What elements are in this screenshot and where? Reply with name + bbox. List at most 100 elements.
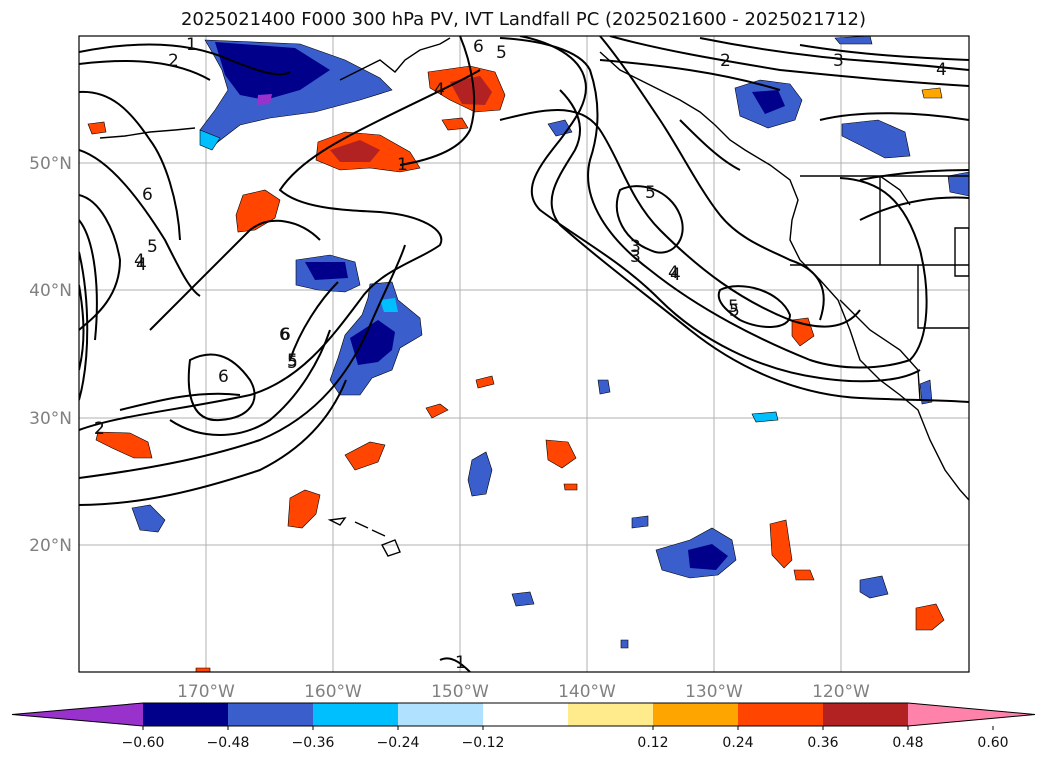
pv-positive-area (195, 667, 211, 672)
pv-positive-area (921, 87, 943, 99)
contour-label: 6 (279, 325, 290, 345)
colorbar-tick-label: 0.48 (892, 735, 923, 751)
lat-label: 40°N (29, 281, 72, 301)
colorbar-segment (398, 703, 483, 726)
contour-label: 2 (168, 51, 179, 71)
pv-negative-area (511, 591, 535, 607)
colorbar-tick-label: 0.24 (722, 735, 753, 751)
colorbar-tick-label: 0.36 (807, 735, 838, 751)
contour-label: 2 (94, 419, 105, 439)
longitude-labels: 170°W 160°W 150°W 140°W 130°W 120°W (177, 682, 870, 702)
colorbar-segment (143, 703, 228, 726)
pv-positive-core (330, 140, 380, 162)
pv-positive-area (769, 519, 793, 569)
pv-negative-area (620, 639, 629, 649)
contour-label: 4 (136, 255, 147, 275)
coastlines (99, 37, 969, 557)
pv-negative-area (834, 36, 873, 45)
colorbar-tick-label: 0.60 (977, 735, 1008, 751)
colorbar-segment (738, 703, 823, 726)
colorbar-segment (823, 703, 908, 726)
pv-negative-core (752, 90, 785, 114)
colorbar-segment (483, 703, 568, 726)
colorbar-tick-label: 0.12 (637, 735, 668, 751)
lon-label: 170°W (177, 682, 235, 702)
pv-positive-area (425, 403, 449, 419)
pv-negative-extreme (257, 94, 272, 105)
pv-negative-area (131, 504, 166, 533)
contour-label: 4 (670, 265, 681, 285)
lat-label: 30°N (29, 409, 72, 429)
pv-negative-area (859, 575, 889, 599)
colorbar-segment (228, 703, 313, 726)
contour-label: 3 (630, 247, 641, 267)
contour-label: 6 (473, 37, 484, 57)
lon-label: 150°W (431, 682, 489, 702)
pv-positive-area (915, 603, 945, 631)
lon-label: 160°W (304, 682, 362, 702)
colorbar-tick-label: −0.12 (462, 735, 505, 751)
contour-label: 4 (668, 263, 679, 283)
pv-positive-area (545, 439, 577, 469)
contour-label: 3 (833, 51, 844, 71)
lon-label: 130°W (685, 682, 743, 702)
pv-positive-area (563, 483, 578, 491)
lat-label: 50°N (29, 154, 72, 174)
colorbar-extend-low (12, 703, 143, 726)
contour-label: 6 (142, 185, 153, 205)
pv-negative-core (350, 320, 395, 365)
contour-label: 5 (287, 353, 298, 373)
map-title: 2025021400 F000 300 hPa PV, IVT Landfall… (180, 9, 867, 30)
lat-label: 20°N (29, 536, 72, 556)
contour-label: 5 (287, 351, 298, 371)
pv-negative-area (919, 379, 933, 405)
pv-positive-core (450, 76, 492, 105)
pv-negative-area (597, 379, 611, 395)
contour-label: 4 (936, 60, 947, 80)
contour-label: 6 (218, 367, 229, 387)
pv-negative-edge (380, 298, 398, 312)
colorbar-extend-high (908, 703, 1035, 726)
contour-labels: 1 2 6 5 4 6 5 4 1 2 3 4 5 6 5 4 2 3 4 5 … (94, 35, 947, 673)
pv-negative-area (631, 515, 649, 529)
pv-negative-area (841, 119, 911, 159)
pv-negative-area (947, 171, 969, 197)
pv-negative-area (751, 411, 779, 423)
lon-label: 120°W (812, 682, 870, 702)
contour-label: 4 (134, 251, 145, 271)
contour-label: 1 (455, 653, 466, 673)
pv-positive-area (95, 431, 153, 459)
colorbar: −0.60 −0.48 −0.36 −0.24 −0.12 0.12 0.24 0.36 0.4… (11, 702, 1036, 751)
colorbar-tick-label: −0.48 (207, 735, 250, 751)
lon-label: 140°W (558, 682, 616, 702)
pv-negative-core (688, 544, 728, 570)
contour-label: 5 (728, 297, 739, 317)
pv-negative-core (305, 262, 348, 280)
colorbar-segment (653, 703, 738, 726)
pv-shading (87, 36, 969, 672)
contour-label: 5 (147, 237, 158, 257)
colorbar-segment (568, 703, 653, 726)
pv-positive-area (344, 441, 386, 471)
contour-label: 1 (186, 35, 197, 55)
contour-label: 5 (729, 301, 740, 321)
latitude-labels: 50°N 40°N 30°N 20°N (29, 154, 72, 556)
pv-negative-core (215, 42, 330, 100)
contour-label: 3 (630, 237, 641, 257)
colorbar-tick-label: −0.60 (122, 735, 165, 751)
pv-positive-area (87, 121, 107, 135)
pv-negative-edge (199, 129, 221, 151)
pv-positive-area (793, 569, 815, 581)
pv-positive-area (441, 117, 469, 131)
contour-label: 6 (280, 325, 291, 345)
colorbar-tick-label: −0.24 (377, 735, 420, 751)
colorbar-segment (313, 703, 398, 726)
pv-positive-area (475, 375, 495, 389)
contour-label: 2 (720, 51, 731, 71)
map-frame (78, 35, 970, 673)
contour-label: 4 (434, 80, 445, 100)
contour-label: 2 (94, 419, 105, 439)
contour-label: 5 (645, 183, 656, 203)
pv-positive-area (287, 489, 321, 529)
